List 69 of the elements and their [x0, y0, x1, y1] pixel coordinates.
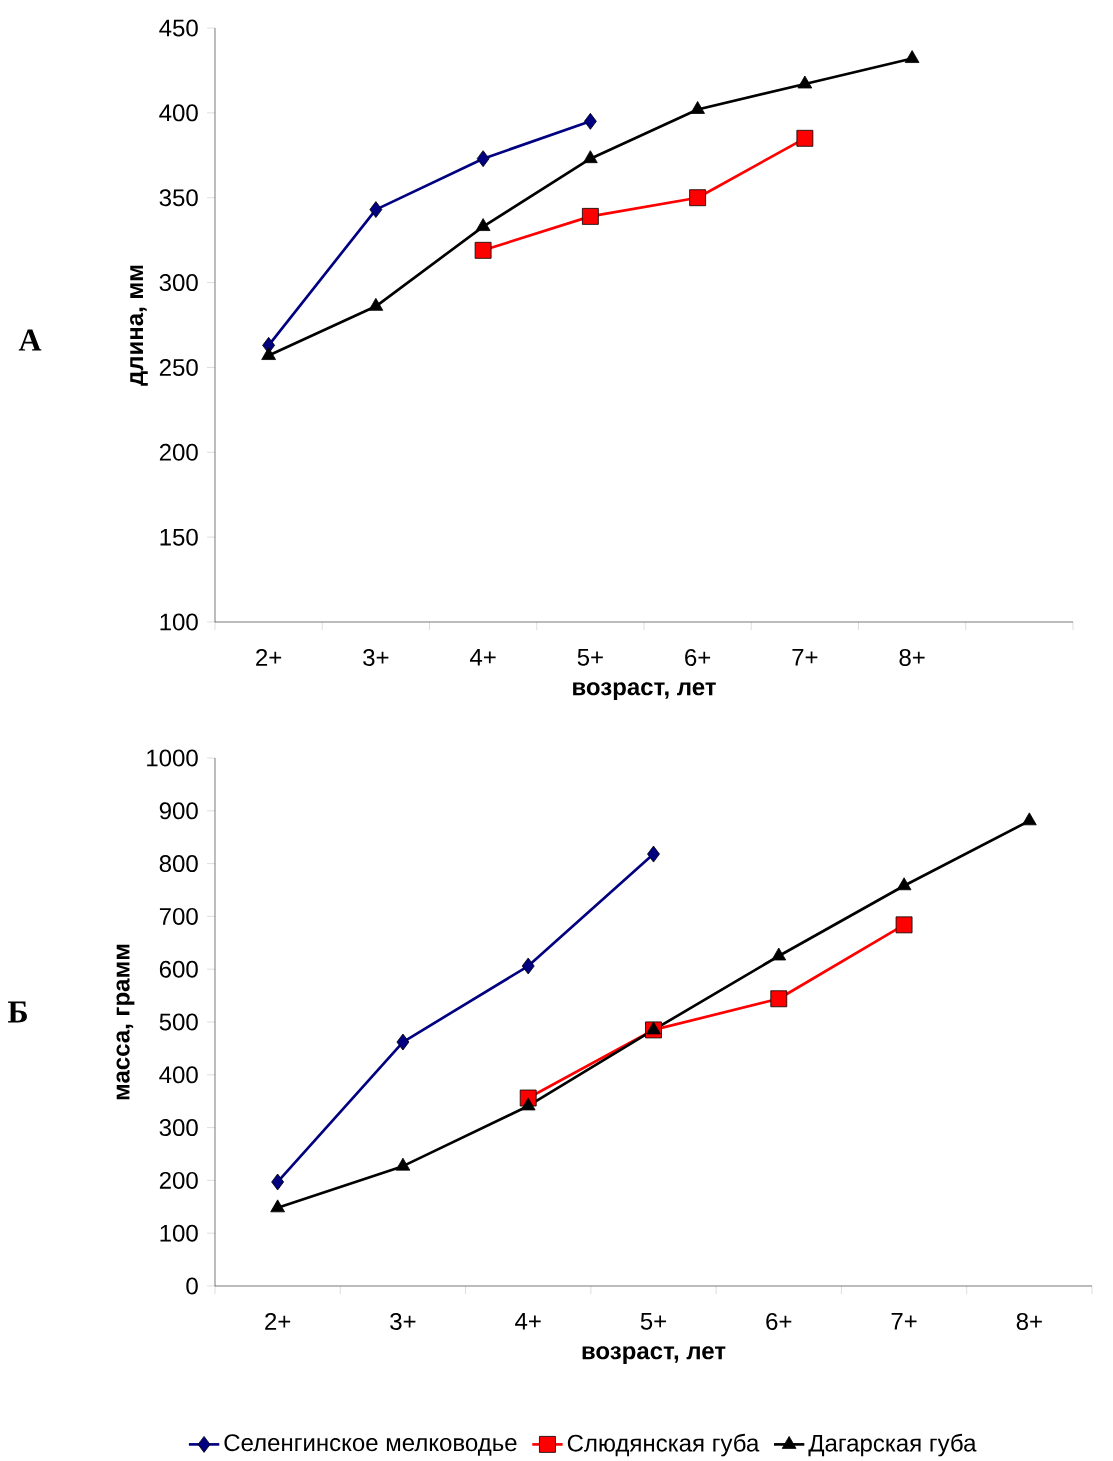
point [904, 50, 920, 63]
x-tick-label: 6+ [685, 648, 711, 666]
x-axis-title: возраст, лет [573, 682, 716, 701]
x-tick-label: 7+ [891, 1312, 917, 1330]
x-tick-label: 2+ [256, 648, 282, 666]
point [895, 916, 913, 934]
y-tick-label: 150 [160, 528, 198, 546]
y-tick-label: 400 [159, 1066, 198, 1084]
point [271, 1173, 285, 1191]
point [896, 877, 912, 891]
point [521, 957, 535, 975]
y-tick-label: 300 [159, 274, 198, 292]
y-tick-label: 600 [159, 960, 198, 978]
x-tick-label: 4+ [515, 1312, 541, 1330]
y-tick-label: 250 [159, 358, 198, 376]
y-tick-label: 350 [159, 189, 198, 207]
x-tick-label: 6+ [766, 1312, 792, 1330]
x-tick-label: 3+ [390, 1312, 416, 1330]
point [1022, 812, 1037, 826]
point [581, 207, 599, 225]
x-tick-label: 3+ [363, 648, 389, 666]
y-tick-label: 100 [160, 1224, 198, 1242]
y-tick-label: 800 [159, 855, 198, 873]
y-tick-label: 300 [159, 1119, 198, 1137]
y-tick-label: 700 [159, 907, 198, 925]
legend-label: Слюдянская губа [567, 1433, 760, 1457]
y-tick-label: 500 [159, 1013, 198, 1031]
y-tick-label: 0 [186, 1277, 198, 1295]
point [647, 845, 660, 863]
point [475, 218, 491, 231]
x-tick-label: 4+ [469, 648, 496, 666]
x-tick-label: 5+ [640, 1312, 666, 1330]
y-tick-label: 400 [159, 104, 198, 122]
point [396, 1033, 410, 1051]
point [395, 1157, 411, 1171]
x-tick-label: 7+ [792, 648, 818, 666]
y-tick-label: 100 [160, 613, 198, 631]
point [689, 189, 707, 207]
point [520, 1097, 536, 1111]
point [797, 75, 813, 89]
y-tick-label: 1000 [147, 749, 198, 767]
point [261, 347, 276, 360]
point [771, 947, 787, 961]
text: А [18, 329, 42, 351]
point [583, 112, 597, 130]
text: Б [7, 1001, 27, 1023]
y-tick-label: 200 [159, 443, 198, 461]
point [474, 241, 492, 259]
y-tick-label: 450 [159, 19, 198, 37]
y-tick-label: 900 [159, 802, 198, 820]
point [368, 297, 384, 311]
point [770, 990, 788, 1008]
x-tick-label: 8+ [1016, 1312, 1042, 1330]
y-axis-title: масса, грамм [116, 944, 135, 1100]
point [369, 201, 383, 218]
x-tick-label: 2+ [265, 1312, 291, 1330]
legend-label: Дагарская губа [808, 1433, 977, 1457]
point [796, 129, 814, 147]
point [690, 101, 705, 114]
point [583, 150, 598, 164]
point [476, 150, 490, 168]
x-tick-label: 8+ [899, 648, 925, 666]
y-tick-label: 200 [159, 1171, 198, 1189]
x-axis-title: возраст, лет [582, 1346, 726, 1365]
x-tick-label: 5+ [577, 648, 603, 666]
point [646, 1021, 661, 1035]
point [270, 1199, 285, 1213]
legend-label: Селенгинское мелководье [224, 1434, 517, 1456]
y-axis-title: длина, мм [130, 265, 148, 386]
